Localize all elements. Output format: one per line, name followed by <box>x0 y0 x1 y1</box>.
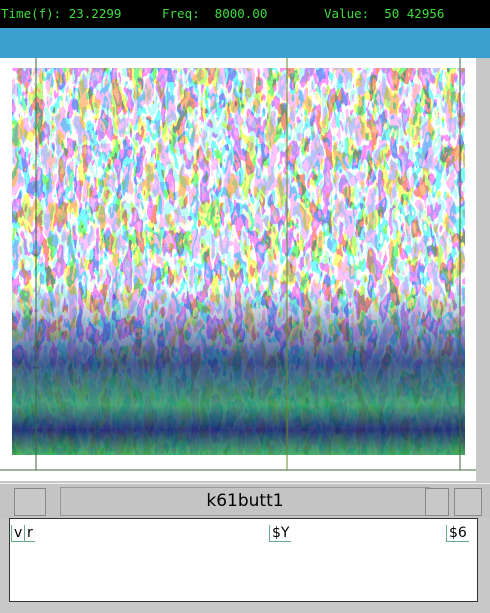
maximize-button[interactable] <box>454 488 482 516</box>
label: $Y <box>269 525 291 542</box>
spectrogram <box>0 58 476 481</box>
label-panel: v r $Y $6 <box>9 518 478 602</box>
time-readout: Time(f): 23.2299 <box>1 0 121 28</box>
value-readout: Value: 50 42956 <box>324 0 444 28</box>
scroll-bar[interactable] <box>0 28 490 58</box>
spectrogram-panel <box>0 58 476 481</box>
app-window: Time(f): 23.2299 Freq: 8000.00 Value: 50… <box>0 0 490 613</box>
status-bar: Time(f): 23.2299 Freq: 8000.00 Value: 50… <box>0 0 490 28</box>
menu-button[interactable] <box>14 488 46 516</box>
window-title: k61butt1 <box>60 487 430 516</box>
title-bar: k61butt1 <box>0 483 490 518</box>
label: r <box>24 525 35 542</box>
label: v <box>11 525 24 542</box>
label: $6 <box>446 525 469 542</box>
freq-readout: Freq: 8000.00 <box>162 0 267 28</box>
spectrogram-low-band <box>12 288 465 455</box>
minimize-button[interactable] <box>425 488 449 516</box>
